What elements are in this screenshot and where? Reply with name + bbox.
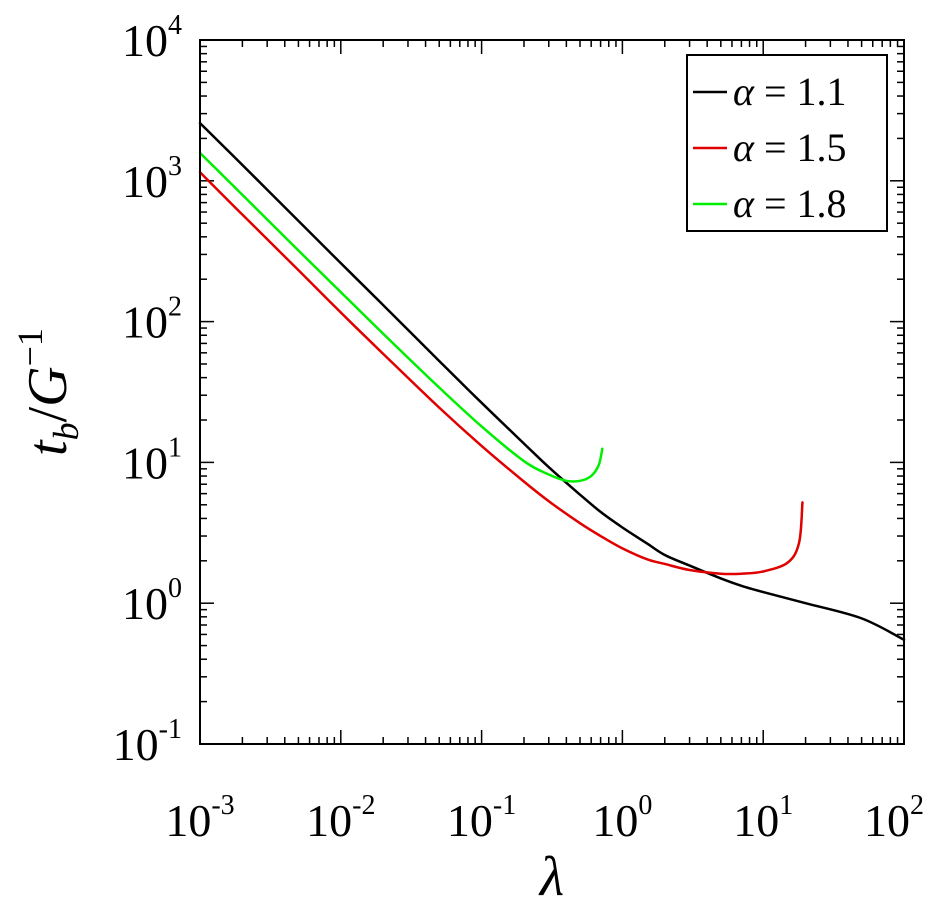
y-label-den: G xyxy=(17,366,79,406)
y-tick-label: 101 xyxy=(122,432,182,488)
y-tick-exp: 4 xyxy=(168,10,182,41)
axis-ticks xyxy=(199,39,905,745)
x-tick-base: 10 xyxy=(733,795,779,846)
y-axis-label: tb/G−1 xyxy=(10,328,86,456)
y-tick-label: 103 xyxy=(122,151,182,207)
x-tick-label: 10-3 xyxy=(165,790,234,846)
y-label-sup: −1 xyxy=(10,328,50,366)
x-tick-label: 101 xyxy=(733,790,793,846)
y-tick-base: 10 xyxy=(122,297,168,348)
x-tick-base: 10 xyxy=(306,795,352,846)
legend-label-3: α = 1.8 xyxy=(733,181,847,226)
x-tick-exp: 1 xyxy=(779,790,793,821)
y-tick-base: 10 xyxy=(113,719,159,770)
x-tick-exp: -3 xyxy=(211,790,234,821)
x-tick-base: 10 xyxy=(864,795,910,846)
y-tick-exp: 0 xyxy=(168,573,182,604)
y-tick-base: 10 xyxy=(122,578,168,629)
legend-box xyxy=(686,54,888,232)
y-tick-exp: 2 xyxy=(168,292,182,323)
y-tick-label: 102 xyxy=(122,292,182,348)
y-tick-exp: -1 xyxy=(159,714,182,745)
y-tick-label: 100 xyxy=(122,573,182,629)
y-tick-base: 10 xyxy=(122,156,168,207)
x-tick-base: 10 xyxy=(592,795,638,846)
x-tick-exp: -1 xyxy=(493,790,516,821)
x-tick-base: 10 xyxy=(165,795,211,846)
y-tick-exp: 3 xyxy=(168,151,182,182)
plot-frame xyxy=(199,39,905,745)
y-label-sub: b xyxy=(46,422,86,440)
y-label-main: t xyxy=(17,439,79,456)
legend: α = 1.1 α = 1.5 α = 1.8 xyxy=(686,54,888,232)
x-axis-label: λ xyxy=(538,846,564,903)
x-tick-label: 10-2 xyxy=(306,790,375,846)
legend-label-1: α = 1.1 xyxy=(733,69,847,114)
legend-label-2: α = 1.5 xyxy=(733,125,847,170)
series-line-1 xyxy=(198,121,906,642)
series-layer xyxy=(198,121,906,642)
y-tick-exp: 1 xyxy=(168,432,182,463)
x-tick-base: 10 xyxy=(447,795,493,846)
series-line-2 xyxy=(198,171,804,576)
y-tick-label: 10-1 xyxy=(113,714,182,770)
x-tick-label: 102 xyxy=(864,790,924,846)
x-tick-exp: 2 xyxy=(910,790,924,821)
y-label-slash: / xyxy=(17,406,79,422)
y-tick-base: 10 xyxy=(122,15,168,66)
x-tick-label: 10-1 xyxy=(447,790,516,846)
y-tick-label: 104 xyxy=(122,10,182,66)
x-tick-exp: 0 xyxy=(638,790,652,821)
x-tick-labels: 10-3 10-2 10-1 100 101 102 xyxy=(165,790,924,846)
series-line-3 xyxy=(198,151,604,483)
x-tick-exp: -2 xyxy=(352,790,375,821)
x-tick-label: 100 xyxy=(592,790,652,846)
y-tick-base: 10 xyxy=(122,437,168,488)
